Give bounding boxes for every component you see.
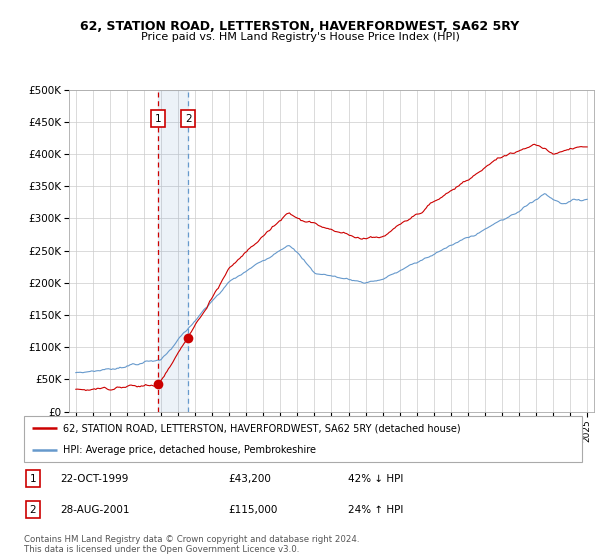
Text: Price paid vs. HM Land Registry's House Price Index (HPI): Price paid vs. HM Land Registry's House … <box>140 32 460 43</box>
Text: £43,200: £43,200 <box>228 474 271 484</box>
Text: 24% ↑ HPI: 24% ↑ HPI <box>348 505 403 515</box>
Text: 62, STATION ROAD, LETTERSTON, HAVERFORDWEST, SA62 5RY (detached house): 62, STATION ROAD, LETTERSTON, HAVERFORDW… <box>63 423 461 433</box>
Bar <box>158 90 188 412</box>
Text: 62, STATION ROAD, LETTERSTON, HAVERFORDWEST, SA62 5RY: 62, STATION ROAD, LETTERSTON, HAVERFORDW… <box>80 20 520 32</box>
Text: 2: 2 <box>29 505 37 515</box>
Text: £115,000: £115,000 <box>228 505 277 515</box>
Text: 28-AUG-2001: 28-AUG-2001 <box>60 505 130 515</box>
Text: HPI: Average price, detached house, Pembrokeshire: HPI: Average price, detached house, Pemb… <box>63 445 316 455</box>
Text: Contains HM Land Registry data © Crown copyright and database right 2024.
This d: Contains HM Land Registry data © Crown c… <box>24 535 359 554</box>
Text: 42% ↓ HPI: 42% ↓ HPI <box>348 474 403 484</box>
Text: 1: 1 <box>154 114 161 124</box>
Text: 1: 1 <box>29 474 37 484</box>
Text: 22-OCT-1999: 22-OCT-1999 <box>60 474 128 484</box>
Text: 2: 2 <box>185 114 191 124</box>
